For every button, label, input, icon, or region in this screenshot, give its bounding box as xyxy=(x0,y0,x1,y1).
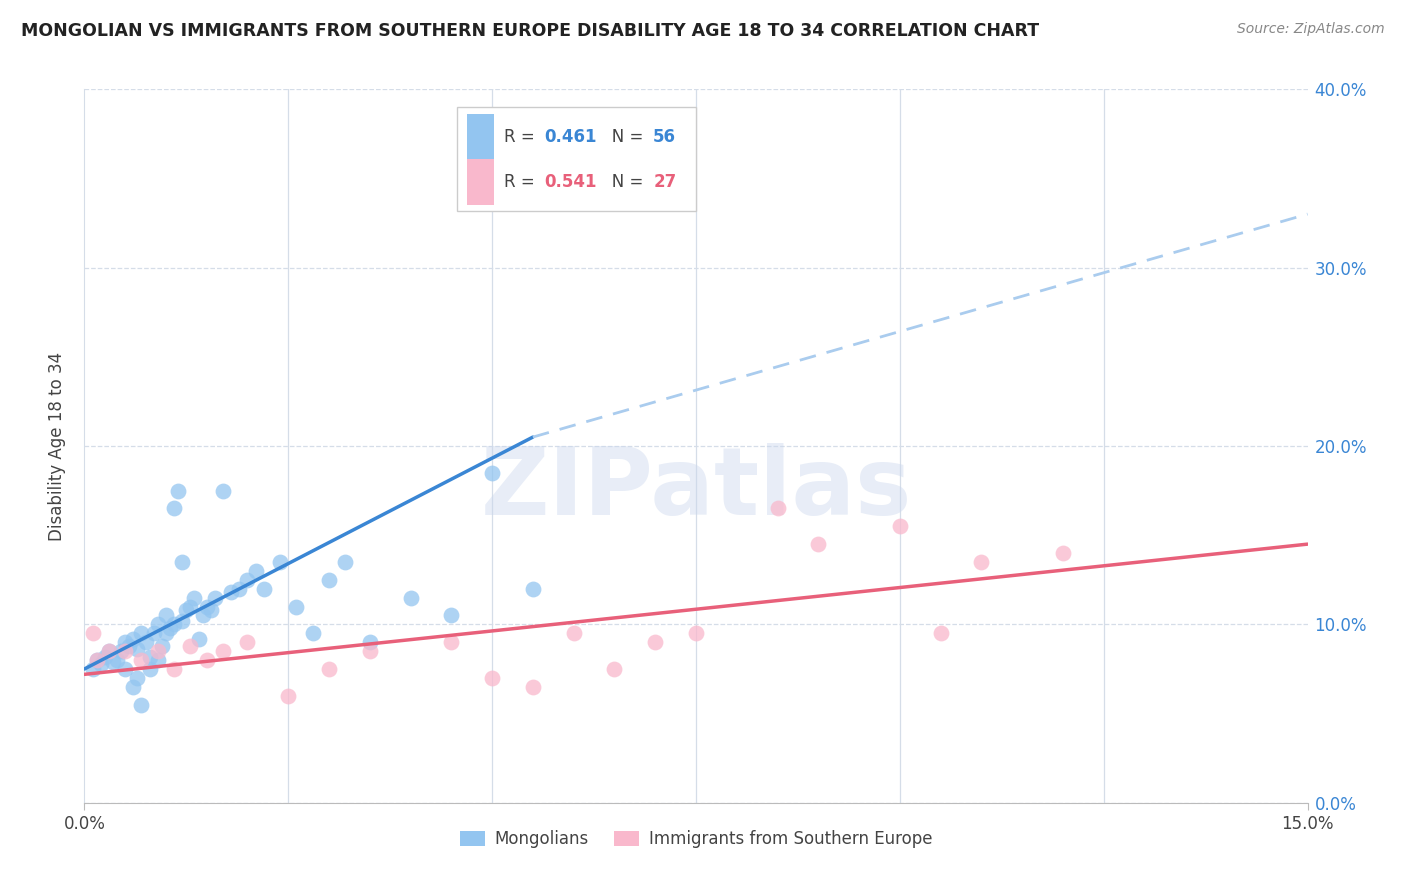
FancyBboxPatch shape xyxy=(467,159,494,205)
Point xyxy=(138,649,160,664)
Point xyxy=(318,662,340,676)
Point xyxy=(335,555,357,569)
Point xyxy=(105,653,128,667)
Point xyxy=(155,608,177,623)
Point xyxy=(212,483,235,498)
Point xyxy=(481,466,503,480)
FancyBboxPatch shape xyxy=(467,114,494,161)
Point xyxy=(253,582,276,596)
Point xyxy=(277,689,299,703)
Text: ZIPatlas: ZIPatlas xyxy=(481,442,911,535)
Point xyxy=(131,698,153,712)
Point xyxy=(110,644,132,658)
Point xyxy=(929,626,952,640)
Point xyxy=(114,662,136,676)
Point xyxy=(766,501,789,516)
Text: 27: 27 xyxy=(654,173,676,191)
Point xyxy=(228,582,250,596)
Point xyxy=(82,662,104,676)
Legend: Mongolians, Immigrants from Southern Europe: Mongolians, Immigrants from Southern Eur… xyxy=(453,824,939,855)
Point xyxy=(172,555,194,569)
Point xyxy=(359,644,381,658)
Text: Source: ZipAtlas.com: Source: ZipAtlas.com xyxy=(1237,22,1385,37)
Point xyxy=(644,635,666,649)
Point xyxy=(889,519,911,533)
Point xyxy=(1052,546,1074,560)
Point xyxy=(93,649,115,664)
Point xyxy=(318,573,340,587)
Point xyxy=(131,626,153,640)
Point xyxy=(101,655,124,669)
Point xyxy=(86,653,108,667)
Point xyxy=(142,626,165,640)
Text: N =: N = xyxy=(596,128,648,146)
Point xyxy=(219,585,242,599)
Text: MONGOLIAN VS IMMIGRANTS FROM SOUTHERN EUROPE DISABILITY AGE 18 TO 34 CORRELATION: MONGOLIAN VS IMMIGRANTS FROM SOUTHERN EU… xyxy=(21,22,1039,40)
Point xyxy=(440,608,463,623)
Point xyxy=(522,582,544,596)
Point xyxy=(285,599,308,614)
Point xyxy=(204,591,226,605)
Text: R =: R = xyxy=(503,128,540,146)
Point xyxy=(131,653,153,667)
Point xyxy=(562,626,585,640)
Text: 56: 56 xyxy=(654,128,676,146)
Text: 0.461: 0.461 xyxy=(544,128,596,146)
Point xyxy=(187,632,209,646)
Point xyxy=(195,653,218,667)
Point xyxy=(127,642,149,657)
Point xyxy=(481,671,503,685)
Point xyxy=(146,617,169,632)
Point xyxy=(90,657,112,671)
Point xyxy=(163,617,186,632)
Point xyxy=(172,614,194,628)
Text: N =: N = xyxy=(596,173,648,191)
Point xyxy=(807,537,830,551)
Point xyxy=(97,644,120,658)
Text: R =: R = xyxy=(503,173,540,191)
Point xyxy=(122,632,145,646)
Point xyxy=(685,626,707,640)
Point xyxy=(236,635,259,649)
Point xyxy=(179,599,201,614)
Point xyxy=(212,644,235,658)
Point xyxy=(970,555,993,569)
Point xyxy=(114,644,136,658)
Point xyxy=(150,639,173,653)
Point xyxy=(163,662,186,676)
Point xyxy=(200,603,222,617)
Point xyxy=(163,501,186,516)
Point xyxy=(82,626,104,640)
Y-axis label: Disability Age 18 to 34: Disability Age 18 to 34 xyxy=(48,351,66,541)
Point xyxy=(138,662,160,676)
Point xyxy=(269,555,291,569)
Point xyxy=(195,599,218,614)
Point xyxy=(522,680,544,694)
Point xyxy=(86,653,108,667)
Text: 0.541: 0.541 xyxy=(544,173,596,191)
Point xyxy=(127,671,149,685)
Point xyxy=(301,626,323,640)
Point xyxy=(114,635,136,649)
Point xyxy=(159,621,181,635)
Point xyxy=(174,603,197,617)
Point xyxy=(146,644,169,658)
Point xyxy=(603,662,626,676)
Point xyxy=(155,626,177,640)
Point xyxy=(399,591,422,605)
Point xyxy=(146,653,169,667)
Point xyxy=(183,591,205,605)
Point xyxy=(118,639,141,653)
Point xyxy=(236,573,259,587)
FancyBboxPatch shape xyxy=(457,107,696,211)
Point xyxy=(122,680,145,694)
Point xyxy=(359,635,381,649)
Point xyxy=(97,644,120,658)
Point xyxy=(440,635,463,649)
Point xyxy=(191,608,214,623)
Point xyxy=(167,483,190,498)
Point xyxy=(245,564,267,578)
Point xyxy=(179,639,201,653)
Point xyxy=(135,635,157,649)
